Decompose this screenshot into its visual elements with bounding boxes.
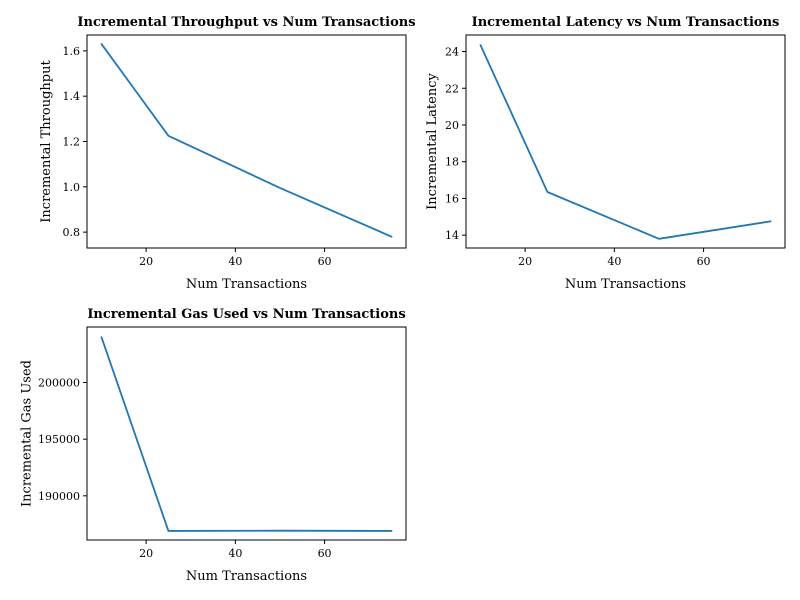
x-tick-label: 40 <box>607 255 621 268</box>
series-line-1 <box>100 336 393 532</box>
x-axis-label: Num Transactions <box>565 277 686 292</box>
x-axis-label: Num Transactions <box>186 277 307 292</box>
y-tick-label: 1.6 <box>63 45 81 58</box>
y-axis-label: Incremental Gas Used <box>19 360 34 507</box>
plot-frame <box>86 34 407 249</box>
y-axis-label: Incremental Latency <box>425 73 440 210</box>
chart-title: Incremental Latency vs Num Transactions <box>472 15 780 30</box>
y-tick-label: 16 <box>445 192 459 205</box>
y-tick-label: 22 <box>445 82 459 95</box>
y-tick-label: 1.0 <box>63 181 81 194</box>
x-tick-label: 40 <box>228 255 242 268</box>
y-tick-label: 195000 <box>38 433 80 446</box>
subplot-2: Incremental Latency vs Num Transactions 2… <box>425 15 786 292</box>
y-tick-label: 24 <box>445 46 459 59</box>
y-tick-label: 18 <box>445 156 459 169</box>
x-tick-label: 20 <box>139 547 153 560</box>
y-tick-label: 20 <box>445 119 459 132</box>
chart-title: Incremental Throughput vs Num Transactio… <box>77 15 415 30</box>
subplot-3: Incremental Gas Used vs Num Transactions… <box>19 307 407 584</box>
x-axis-label: Num Transactions <box>186 569 307 584</box>
y-tick-label: 14 <box>445 229 459 242</box>
y-tick-label: 200000 <box>38 377 80 390</box>
y-tick-label: 0.8 <box>63 226 81 239</box>
x-tick-label: 60 <box>697 255 711 268</box>
y-tick-label: 1.2 <box>63 136 81 149</box>
series-line-1 <box>479 44 772 240</box>
x-tick-label: 20 <box>139 255 153 268</box>
chart-title: Incremental Gas Used vs Num Transactions <box>87 307 405 322</box>
x-tick-label: 60 <box>318 255 332 268</box>
y-tick-label: 1.4 <box>63 90 81 103</box>
y-tick-label: 190000 <box>38 490 80 503</box>
x-tick-label: 60 <box>318 547 332 560</box>
series-line-1 <box>100 43 393 238</box>
x-tick-label: 20 <box>518 255 532 268</box>
subplot-1: Incremental Throughput vs Num Transactio… <box>39 15 415 292</box>
plot-frame <box>86 326 407 541</box>
plot-frame <box>465 34 786 249</box>
x-tick-label: 40 <box>228 547 242 560</box>
y-axis-label: Incremental Throughput <box>39 60 54 223</box>
